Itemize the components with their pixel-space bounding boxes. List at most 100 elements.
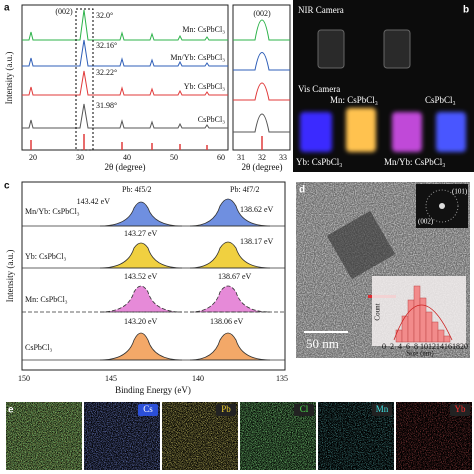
xps-peak [99,242,183,269]
frame [21,181,286,371]
peak-label: (002) [55,7,73,16]
xrd-curve [22,103,228,129]
panel-label: c [4,181,10,192]
xrd-curve [22,39,228,67]
y-axis-label: Intensity (a.u.) [4,52,14,105]
element-label: Pb [221,404,231,414]
x-tick-label: 150 [18,374,30,383]
inset-curve [233,82,290,101]
element-label: Cl [300,404,309,414]
peak-value: 143.42 eV [77,197,111,206]
series-name: Mn/Yb: CsPbCl₃ [170,53,225,62]
x-tick-label: 20 [29,153,37,162]
peak-value: 31.98° [96,101,117,110]
series-name: Mn: CsPbCl₃ [182,25,225,34]
peak-value: 32.0° [96,11,113,20]
hist-tick: 0 [382,342,386,351]
x-axis-label: 2θ (degree) [104,162,145,172]
series-names: Mn: CsPbCl₃ Mn/Yb: CsPbCl₃ Yb: CsPbCl₃ C… [170,25,225,124]
hist-tick: 16 [444,342,452,351]
x-axis-label: 2θ (degree) [241,162,282,172]
x-ticks: 150 145 140 135 [18,374,288,383]
element-badge [138,404,158,416]
inset-frame [232,4,291,151]
xps-curves [99,198,271,361]
xps-peak [189,285,271,313]
peak-value: 143.27 eV [124,229,158,238]
hist-tick: 18 [452,342,460,351]
frame [21,4,229,151]
sample-label: CsPbCl₃ [425,95,456,105]
vial [317,29,345,69]
saed-ring [425,189,459,223]
peak-value: 143.52 eV [124,272,158,281]
xrd-curve [22,9,228,41]
element-badge [294,404,314,416]
highlight-box [75,8,94,151]
inset-curve [233,113,290,133]
x-tick-label: 145 [105,374,117,383]
element-badge [450,404,470,416]
panel-label: d [299,185,305,196]
vial [383,29,411,69]
x-tick-label: 40 [123,153,131,162]
panel-e: e Cs Pb Cl Mn Yb [6,402,472,470]
xrd-curves [22,9,290,133]
peak-values: 143.42 eV 138.62 eV 143.27 eV 138.17 eV … [77,197,274,326]
hist-tick: 20 [460,342,468,351]
series-name: Mn: CsPbCl₃ [25,295,68,304]
fit-curve [393,304,453,341]
series-name: Yb: CsPbCl₃ [25,252,66,261]
reference-lines [30,134,263,150]
panel-c: c Intensity (a.u.) Binding Energy (eV) 1… [4,181,288,395]
peak-value: 32.16° [96,41,117,50]
peak-value: 138.06 eV [210,317,244,326]
saed-center [439,203,445,209]
panel-b: b NIR Camera Vis Camera Mn: CsPbCl₃ CsPb… [293,0,474,172]
x-tick-label: 140 [192,374,204,383]
series-names: Mn/Yb: CsPbCl₃ Yb: CsPbCl₃ Mn: CsPbCl₃ C… [25,207,80,352]
hist-tick: 2 [390,342,394,351]
inset-curve [233,19,290,41]
xps-peak [189,198,271,227]
xps-peak [99,201,183,227]
panel-label: a [4,3,10,14]
peak-value: 138.17 eV [240,237,274,246]
hrtem-inset [326,210,396,280]
element-badge [372,404,392,416]
histogram-bars [395,285,451,343]
hist-tick: 8 [414,342,418,351]
hist-tick: 14 [436,342,444,351]
xps-peak [189,332,271,361]
camera-label: NIR Camera [298,5,344,15]
panel-label: b [463,5,469,16]
series-name: CsPbCl₃ [198,115,225,124]
series-name: Mn/Yb: CsPbCl₃ [25,207,80,216]
hist-tick: 12 [428,342,436,351]
element-label: Mn [376,404,389,414]
x-tick-label: 32 [258,153,266,162]
plane-label: (101) [452,188,468,196]
sample-label: Mn/Yb: CsPbCl₃ [384,157,445,167]
peak-value: 138.67 eV [218,272,252,281]
hist-tick: 10 [420,342,428,351]
hist-x-label: Size (nm) [406,350,434,358]
peak-label: Pb: 4f7/2 [230,185,260,194]
inset-curve [233,52,290,71]
series-name: CsPbCl₃ [25,343,52,352]
peak-value: 32.22° [96,68,117,77]
peak-value: 138.62 eV [240,205,274,214]
series-name: Yb: CsPbCl₃ [184,82,225,91]
hist-tick: 4 [398,342,402,351]
sample-label: Yb: CsPbCl₃ [296,157,342,167]
panel-label: e [8,405,14,416]
panel-a: a Intensity (a.u.) 2θ (degree) 2θ (degre… [4,3,291,172]
element-label: Cs [143,404,153,414]
peak-value: 143.20 eV [124,317,158,326]
hist-tick: 6 [406,342,410,351]
peak-label: Pb: 4f5/2 [122,185,152,194]
peak-label: (002) [253,9,271,18]
hist-y-label: Count [374,303,382,320]
xrd-curve [22,70,228,96]
